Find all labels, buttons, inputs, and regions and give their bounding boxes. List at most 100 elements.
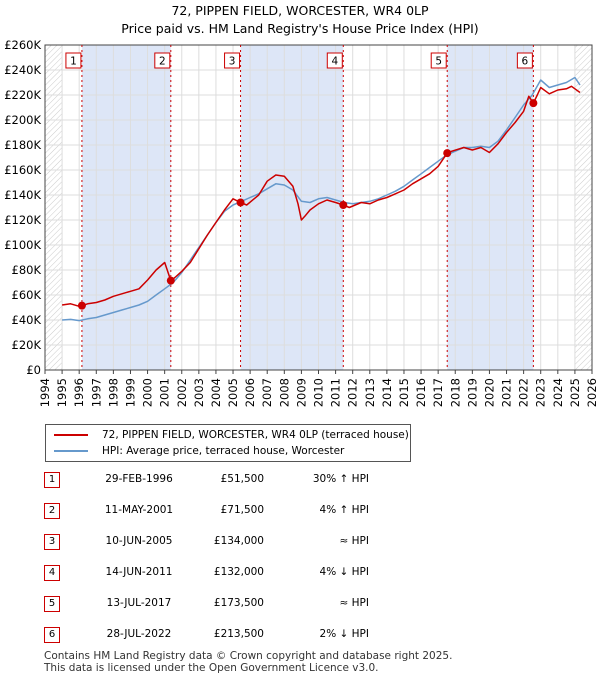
- x-axis-ticks: 1994 1995 1996 1997 1998 1999 2000 2001 2002 2003…: [38, 370, 599, 407]
- x-tick-label: 2024: [551, 378, 565, 407]
- x-tick-label: 2021: [500, 378, 514, 407]
- sale-date: 14-JUN-2011: [105, 566, 173, 578]
- sale-marker-box: [326, 52, 343, 69]
- x-tick-label: 2026: [585, 378, 599, 407]
- x-tick-label: 2016: [414, 378, 428, 407]
- x-tick-label: 2001: [158, 378, 172, 407]
- x-tick-label: 2008: [277, 378, 291, 407]
- x-tick-label: 1994: [38, 378, 52, 407]
- y-tick-label: £0: [26, 363, 41, 377]
- x-tick-label: 2007: [260, 378, 274, 407]
- y-tick-label: £220K: [4, 88, 41, 102]
- sale-price: £173,500: [213, 597, 264, 609]
- sale-price: £71,500: [220, 504, 264, 516]
- x-tick-label: 2014: [380, 378, 394, 407]
- y-tick-label: £60K: [12, 288, 42, 302]
- sale-point: [77, 301, 86, 310]
- series-lines: [61, 76, 581, 322]
- sale-markers: [77, 99, 538, 310]
- x-tick-label: 2015: [397, 378, 411, 407]
- series-line-property: [61, 85, 581, 308]
- x-tick-label: 2013: [363, 378, 377, 407]
- sale-row: 1 29-FEB-1996 £51,500 30% ↑ HPI: [44, 470, 404, 490]
- sale-date: 10-JUN-2005: [105, 535, 173, 547]
- sale-number-badge: 1: [44, 472, 60, 488]
- y-tick-label: £160K: [4, 163, 41, 177]
- x-tick-label: 2010: [312, 378, 326, 407]
- sale-date: 28-JUL-2022: [106, 628, 172, 640]
- y-tick-label: £180K: [4, 138, 41, 152]
- x-tick-label: 2000: [141, 378, 155, 407]
- x-tick-label: 2002: [175, 378, 189, 407]
- x-tick-label: 1999: [123, 378, 137, 407]
- sale-row: 4 14-JUN-2011 £132,000 4% ↓ HPI: [44, 563, 404, 583]
- sale-price: £213,500: [213, 628, 264, 640]
- x-tick-label: 2020: [482, 378, 496, 407]
- legend-label-hpi: HPI: Average price, terraced house, Worc…: [102, 445, 345, 457]
- price-chart: £0 £20K £40K £60K £80K £100K £120K £140K £160K £1…: [4, 38, 599, 407]
- x-tick-label: 2004: [209, 378, 223, 407]
- sale-hpi-comparison: 2% ↓ HPI: [319, 628, 369, 640]
- sale-marker-box: [154, 52, 171, 69]
- shaded-period: [81, 45, 171, 370]
- sale-hpi-comparison: 4% ↓ HPI: [319, 566, 369, 578]
- legend-item-hpi: HPI: Average price, terraced house, Worc…: [54, 443, 344, 459]
- sale-hpi-comparison: 4% ↑ HPI: [319, 504, 369, 516]
- sale-number-badge: 2: [44, 503, 60, 519]
- sale-price: £51,500: [220, 473, 264, 485]
- sale-marker-label: 5: [435, 56, 442, 68]
- footer-copyright: Contains HM Land Registry data © Crown c…: [44, 650, 453, 662]
- sale-hpi-comparison: 30% ↑ HPI: [312, 473, 369, 485]
- sale-marker-box: [224, 52, 241, 69]
- sale-marker-label: 1: [70, 56, 77, 68]
- sale-date: 13-JUL-2017: [106, 597, 172, 609]
- x-tick-label: 2019: [465, 378, 479, 407]
- footer-licence: This data is licensed under the Open Gov…: [44, 662, 379, 674]
- sale-point: [443, 149, 452, 158]
- y-tick-label: £240K: [4, 63, 41, 77]
- sale-number-badge: 4: [44, 565, 60, 581]
- sale-date-lines: [81, 45, 534, 370]
- sale-point: [166, 276, 175, 285]
- sale-row: 3 10-JUN-2005 £134,000 ≈ HPI: [44, 532, 404, 552]
- hatched-period: [574, 45, 592, 370]
- x-tick-label: 2006: [243, 378, 257, 407]
- x-tick-label: 2009: [294, 378, 308, 407]
- sale-marker-box: [430, 52, 447, 69]
- x-tick-label: 2005: [226, 378, 240, 407]
- sale-marker-labels: 1 2 3 4 5 6: [65, 52, 533, 69]
- y-tick-label: £260K: [4, 38, 41, 52]
- series-line-hpi: [62, 76, 581, 322]
- sale-marker-label: 2: [159, 56, 166, 68]
- sale-hpi-comparison: ≈ HPI: [339, 597, 369, 609]
- y-axis-ticks: £0 £20K £40K £60K £80K £100K £120K £140K £160K £1…: [4, 38, 41, 377]
- y-tick-label: £140K: [4, 188, 41, 202]
- x-tick-label: 1996: [72, 378, 86, 407]
- y-tick-label: £120K: [4, 213, 41, 227]
- legend-item-property: 72, PIPPEN FIELD, WORCESTER, WR4 0LP (te…: [54, 427, 409, 443]
- y-tick-label: £200K: [4, 113, 41, 127]
- sale-number-badge: 5: [44, 596, 60, 612]
- sale-marker-label: 4: [331, 56, 338, 68]
- x-tick-label: 1997: [89, 378, 103, 407]
- x-tick-label: 2012: [346, 378, 360, 407]
- sale-row: 2 11-MAY-2001 £71,500 4% ↑ HPI: [44, 501, 404, 521]
- sale-point: [236, 198, 245, 207]
- x-tick-label: 2017: [431, 378, 445, 407]
- sale-date: 29-FEB-1996: [105, 473, 173, 485]
- sale-price: £134,000: [213, 535, 264, 547]
- sale-date: 11-MAY-2001: [104, 504, 174, 516]
- x-tick-label: 1998: [106, 378, 120, 407]
- hatched-period: [45, 45, 63, 370]
- x-tick-label: 2018: [448, 378, 462, 407]
- x-tick-label: 2003: [192, 378, 206, 407]
- y-tick-label: £20K: [12, 338, 42, 352]
- sale-row: 5 13-JUL-2017 £173,500 ≈ HPI: [44, 594, 404, 614]
- chart-title: 72, PIPPEN FIELD, WORCESTER, WR4 0LP Pri…: [0, 2, 600, 38]
- sale-marker-label: 6: [522, 56, 529, 68]
- chart-legend: 72, PIPPEN FIELD, WORCESTER, WR4 0LP (te…: [45, 424, 411, 462]
- chart-title-line2: Price paid vs. HM Land Registry's House …: [121, 21, 479, 36]
- sale-marker-box: [516, 52, 533, 69]
- sale-marker-box: [65, 52, 82, 69]
- legend-label-property: 72, PIPPEN FIELD, WORCESTER, WR4 0LP (te…: [102, 429, 409, 441]
